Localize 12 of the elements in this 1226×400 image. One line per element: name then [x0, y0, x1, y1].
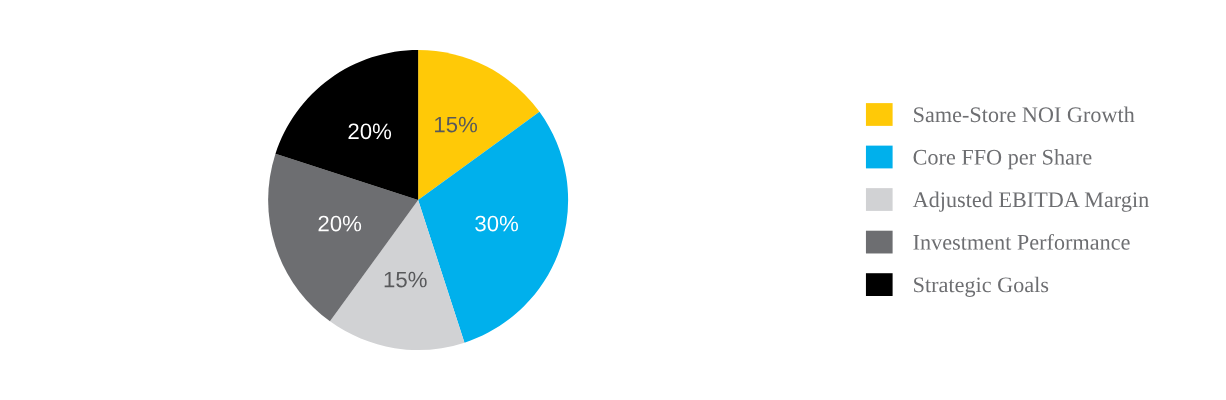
pie-slice — [418, 50, 540, 200]
pie-slice — [275, 50, 419, 200]
data-label: 20% — [348, 123, 392, 140]
legend-label: Same-Store NOI Growth — [914, 106, 1135, 123]
legend-label: Core FFO per Share — [913, 149, 1092, 170]
data-label: 15% — [384, 271, 427, 288]
legend-label: Investment Performance — [913, 233, 1130, 250]
legend-label: Strategic Goals — [914, 276, 1049, 297]
legend-label: Adjusted EBITDA Margin — [912, 191, 1149, 212]
data-label: 30% — [475, 215, 519, 232]
data-label: 20% — [318, 215, 362, 232]
data-label: 15% — [435, 116, 478, 133]
